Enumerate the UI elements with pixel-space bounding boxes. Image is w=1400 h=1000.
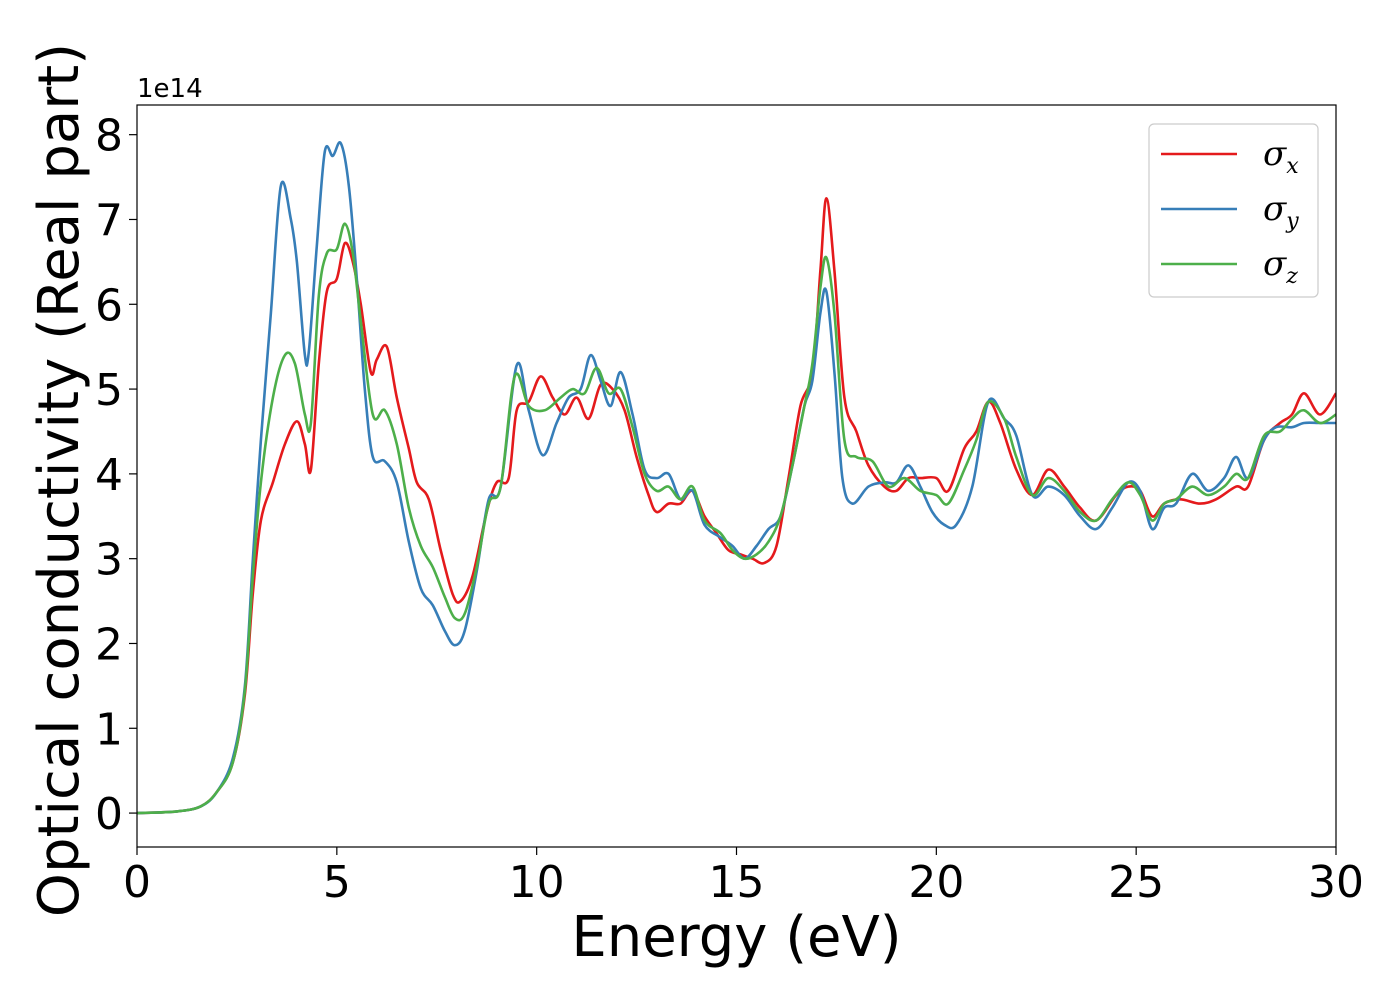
y-tick-label: 4 xyxy=(95,450,123,501)
y-tick-label: 2 xyxy=(95,619,123,670)
x-tick-label: 0 xyxy=(123,857,151,908)
legend-label-y: σy xyxy=(1263,189,1299,234)
x-tick-label: 15 xyxy=(709,857,765,908)
x-tick-label: 20 xyxy=(908,857,964,908)
series-lines xyxy=(137,140,1336,815)
y-tick-label: 3 xyxy=(95,535,123,586)
x-tick-label: 10 xyxy=(509,857,565,908)
y-tick-label: 0 xyxy=(95,789,123,840)
y-tick-label: 5 xyxy=(95,365,123,416)
y-tick-label: 7 xyxy=(95,195,123,246)
x-tick-label: 5 xyxy=(323,857,351,908)
x-tick-label: 30 xyxy=(1308,857,1364,908)
x-axis-title: Energy (eV) xyxy=(571,905,901,970)
y-tick-label: 6 xyxy=(95,280,123,331)
legend-box xyxy=(1148,123,1319,298)
series-line-z xyxy=(137,222,1336,815)
y-tick-label: 1 xyxy=(95,704,123,755)
y-axis-title: Optical conductivity (Real part) xyxy=(27,43,92,917)
y-tick-label: 8 xyxy=(95,111,123,162)
axis-ticks: 0 5 10 15 20 25 30 0 1 2 3 4 5 6 7 8 xyxy=(95,111,1364,908)
y-offset-label: 1e14 xyxy=(137,74,203,104)
x-tick-label: 25 xyxy=(1108,857,1164,908)
